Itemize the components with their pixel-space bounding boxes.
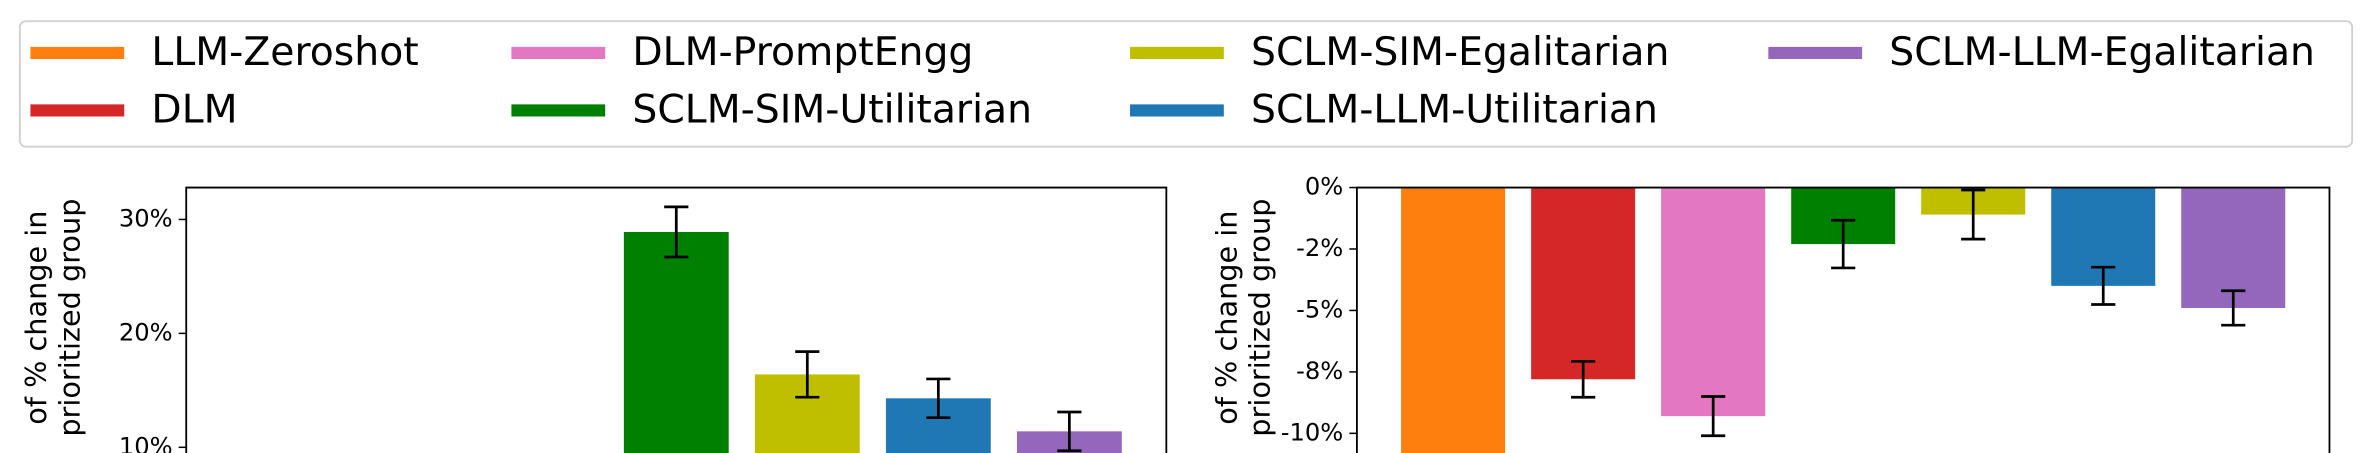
- legend-label: SCLM-LLM-Egalitarian: [1889, 30, 2315, 75]
- y-axis-label: of % change in: [1209, 211, 1243, 425]
- y-tick-label: -5%: [1296, 295, 1343, 323]
- y-tick-label: -2%: [1296, 234, 1343, 262]
- y-tick-label: 10%: [119, 432, 173, 453]
- y-axis-label: of % change in: [19, 211, 53, 425]
- bar: [1661, 187, 1766, 417]
- y-tick-label: -10%: [1281, 418, 1344, 446]
- plot-area: [623, 205, 1122, 453]
- error-bar: [1571, 359, 1596, 399]
- y-tick-label: 30%: [119, 204, 173, 232]
- y-axis-label: prioritized group: [52, 199, 86, 437]
- error-bar: [795, 350, 820, 399]
- legend-label: DLM: [151, 87, 237, 132]
- bar: [2181, 187, 2286, 308]
- bar: [1401, 187, 1506, 453]
- y-tick-label: 20%: [119, 318, 173, 346]
- error-bar: [1831, 218, 1856, 270]
- legend-label: SCLM-LLM-Utilitarian: [1251, 87, 1658, 132]
- error-bar: [926, 377, 951, 420]
- plot-area: [1401, 187, 2286, 453]
- axes-frame: [1356, 186, 2331, 453]
- y-tick-label: -8%: [1296, 357, 1343, 385]
- y-axis-label: prioritized group: [1243, 199, 1277, 437]
- y-tick-label: 0%: [1305, 173, 1343, 201]
- error-bar: [1701, 395, 1726, 438]
- legend-label: DLM-PromptEngg: [632, 30, 973, 75]
- error-bar: [664, 205, 689, 259]
- legend-label: LLM-Zeroshot: [151, 30, 418, 75]
- error-bar: [2091, 265, 2116, 306]
- legend-label: SCLM-SIM-Utilitarian: [632, 87, 1032, 132]
- bar: [1531, 187, 1636, 380]
- error-bar: [2221, 289, 2246, 327]
- axes-frame: [185, 186, 1168, 453]
- error-bar: [1057, 410, 1082, 453]
- error-bar: [1961, 188, 1986, 241]
- bar: [623, 231, 729, 453]
- legend-label: SCLM-SIM-Egalitarian: [1251, 30, 1669, 75]
